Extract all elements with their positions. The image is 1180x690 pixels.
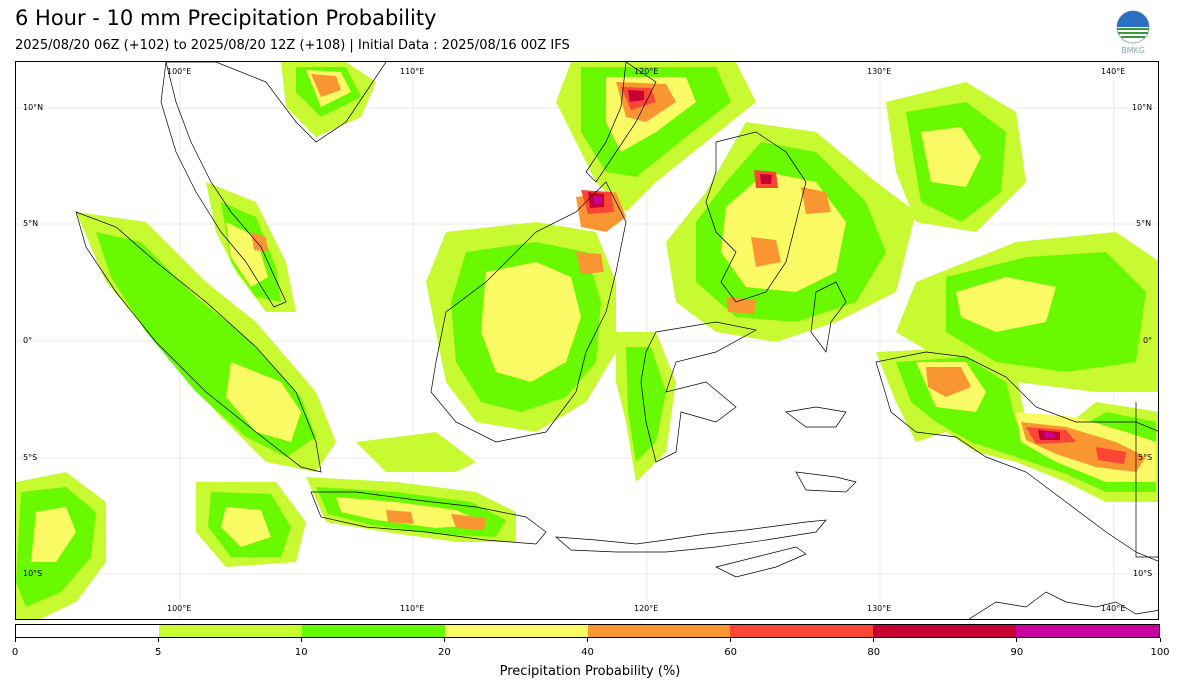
colorbar-segment-5	[730, 625, 874, 637]
colorbar	[15, 624, 1160, 638]
map-canvas	[16, 62, 1158, 619]
lat-label-right-10s: 10°S	[1133, 569, 1153, 578]
svg-text:BMKG: BMKG	[1121, 46, 1145, 55]
lon-label-top-110: 110°E	[400, 67, 425, 76]
lon-label-top-100: 100°E	[167, 67, 192, 76]
colorbar-tick-label: 20	[438, 647, 451, 658]
colorbar-segment-4	[587, 625, 731, 637]
colorbar-tick-label: 80	[867, 647, 881, 658]
page-title: 6 Hour - 10 mm Precipitation Probability	[15, 6, 437, 30]
colorbar-tick-label: 10	[294, 647, 308, 658]
colorbar-tickmark	[1016, 638, 1018, 642]
lon-label-top-140: 140°E	[1101, 67, 1126, 76]
lon-label-bottom-130: 130°E	[867, 604, 892, 613]
colorbar-tickmark	[443, 638, 445, 642]
colorbar-tick-label: 0	[11, 647, 19, 658]
colorbar-label: Precipitation Probability (%)	[499, 664, 681, 679]
colorbar-tickmark	[730, 638, 732, 642]
precipitation-map[interactable]: 100°E 110°E 120°E 130°E 140°E 100°E 110°…	[15, 61, 1159, 620]
lat-label-right-10n: 10°N	[1132, 103, 1153, 112]
lat-label-left-5s: 5°S	[23, 453, 38, 462]
colorbar-tickmark	[14, 638, 16, 642]
lat-label-left-10n: 10°N	[23, 103, 44, 112]
lon-label-top-120: 120°E	[634, 67, 659, 76]
precip-band-90	[593, 196, 1054, 438]
lat-label-left-0: 0°	[23, 336, 33, 345]
lon-label-bottom-110: 110°E	[400, 604, 425, 613]
colorbar-segment-3	[444, 625, 588, 637]
colorbar-segment-7	[1016, 625, 1159, 637]
colorbar-tickmark	[587, 638, 588, 642]
bmkg-logo: BMKG	[1114, 10, 1152, 56]
lat-label-right-5s: 5°S	[1138, 453, 1153, 462]
colorbar-tickmark	[300, 638, 302, 642]
lat-label-right-5n: 5°N	[1136, 219, 1152, 228]
colorbar-segment-2	[301, 625, 445, 637]
colorbar-tickmark	[873, 638, 875, 642]
lon-label-top-130: 130°E	[867, 67, 892, 76]
colorbar-tick-label: 60	[724, 647, 737, 658]
lat-label-left-5n: 5°N	[23, 219, 39, 228]
lat-label-left-10s: 10°S	[23, 569, 43, 578]
colorbar-segment-1	[158, 625, 302, 637]
colorbar-tick-label: 5	[154, 647, 162, 658]
colorbar-segment-0	[16, 625, 159, 637]
colorbar-tick-label: 100	[1150, 647, 1170, 658]
lon-label-bottom-140: 140°E	[1101, 604, 1126, 613]
page-subtitle: 2025/08/20 06Z (+102) to 2025/08/20 12Z …	[15, 38, 570, 53]
colorbar-tickmark	[157, 638, 159, 642]
lon-label-bottom-100: 100°E	[167, 604, 192, 613]
lon-label-bottom-120: 120°E	[634, 604, 659, 613]
colorbar-tickmark	[1159, 638, 1161, 642]
coastlines	[75, 62, 1158, 619]
colorbar-segment-6	[873, 625, 1017, 637]
colorbar-tick-label: 90	[1010, 647, 1024, 658]
colorbar-tick-label: 40	[581, 647, 594, 658]
lat-label-right-0: 0°	[1143, 336, 1153, 345]
